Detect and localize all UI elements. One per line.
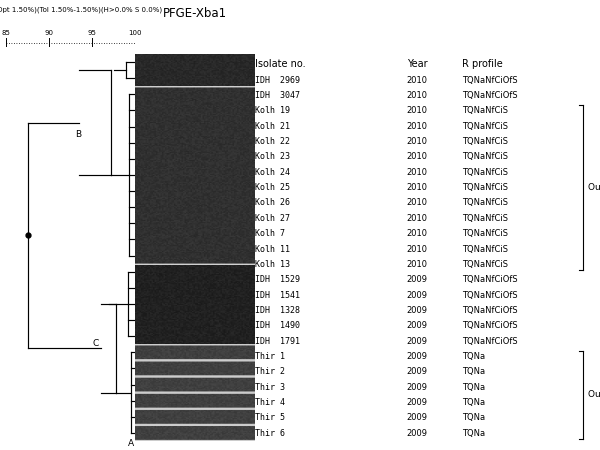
- Text: Kolh 26: Kolh 26: [255, 198, 290, 207]
- Text: Kolh 27: Kolh 27: [255, 214, 290, 223]
- Text: 2010: 2010: [407, 76, 428, 85]
- Text: TQNaNfCiOfS: TQNaNfCiOfS: [462, 291, 518, 300]
- Text: 2010: 2010: [407, 106, 428, 115]
- Text: TQNa: TQNa: [462, 429, 485, 438]
- Text: TQNaNfCiS: TQNaNfCiS: [462, 106, 508, 115]
- Text: 2009: 2009: [407, 414, 428, 423]
- Text: 2010: 2010: [407, 153, 428, 162]
- Text: 2010: 2010: [407, 168, 428, 177]
- Text: TQNaNfCiS: TQNaNfCiS: [462, 244, 508, 253]
- Text: IDH  1328: IDH 1328: [255, 306, 300, 315]
- Text: TQNaNfCiS: TQNaNfCiS: [462, 168, 508, 177]
- Text: TQNaNfCiS: TQNaNfCiS: [462, 183, 508, 192]
- Text: Dice(Opt 1.50%)(Tol 1.50%-1.50%)(H>0.0% S 0.0%): Dice(Opt 1.50%)(Tol 1.50%-1.50%)(H>0.0% …: [0, 7, 162, 13]
- Text: C: C: [92, 339, 99, 348]
- Text: TQNaNfCiS: TQNaNfCiS: [462, 229, 508, 238]
- Text: TQNa: TQNa: [462, 398, 485, 407]
- Text: 90: 90: [44, 30, 53, 36]
- Text: 2009: 2009: [407, 383, 428, 392]
- Text: Thir 5: Thir 5: [255, 414, 285, 423]
- Text: Thir 1: Thir 1: [255, 352, 285, 361]
- Text: 2010: 2010: [407, 229, 428, 238]
- Text: A: A: [128, 439, 134, 448]
- Text: IDH  1541: IDH 1541: [255, 291, 300, 300]
- Text: TQNa: TQNa: [462, 352, 485, 361]
- Text: 2010: 2010: [407, 244, 428, 253]
- Text: IDH  1529: IDH 1529: [255, 275, 300, 284]
- Text: 2009: 2009: [407, 306, 428, 315]
- Text: TQNaNfCiOfS: TQNaNfCiOfS: [462, 91, 518, 100]
- Text: 2009: 2009: [407, 352, 428, 361]
- Text: IDH  1791: IDH 1791: [255, 337, 300, 346]
- Text: Outbreak 1: Outbreak 1: [588, 391, 600, 400]
- Text: Kolh 21: Kolh 21: [255, 122, 290, 130]
- Text: 2009: 2009: [407, 291, 428, 300]
- Text: Thir 6: Thir 6: [255, 429, 285, 438]
- Text: TQNaNfCiOfS: TQNaNfCiOfS: [462, 306, 518, 315]
- Text: TQNaNfCiS: TQNaNfCiS: [462, 260, 508, 269]
- Text: 2010: 2010: [407, 91, 428, 100]
- Text: TQNaNfCiS: TQNaNfCiS: [462, 214, 508, 223]
- Text: 2010: 2010: [407, 260, 428, 269]
- Text: PFGE-Xba1: PFGE-Xba1: [163, 7, 227, 20]
- Text: 2010: 2010: [407, 183, 428, 192]
- Text: 100: 100: [128, 30, 142, 36]
- Text: TQNaNfCiS: TQNaNfCiS: [462, 122, 508, 130]
- Text: Kolh 24: Kolh 24: [255, 168, 290, 177]
- Text: TQNaNfCiS: TQNaNfCiS: [462, 198, 508, 207]
- Text: TQNaNfCiOfS: TQNaNfCiOfS: [462, 337, 518, 346]
- Text: TQNaNfCiS: TQNaNfCiS: [462, 153, 508, 162]
- Text: Thir 3: Thir 3: [255, 383, 285, 392]
- Text: 2009: 2009: [407, 275, 428, 284]
- Text: 2009: 2009: [407, 337, 428, 346]
- Text: Kolh 7: Kolh 7: [255, 229, 285, 238]
- Text: TQNaNfCiOfS: TQNaNfCiOfS: [462, 76, 518, 85]
- Text: 95: 95: [88, 30, 97, 36]
- Text: 2010: 2010: [407, 137, 428, 146]
- Text: B: B: [76, 130, 82, 139]
- Text: Kolh 25: Kolh 25: [255, 183, 290, 192]
- Text: 2010: 2010: [407, 198, 428, 207]
- Text: 2009: 2009: [407, 367, 428, 376]
- Text: 2009: 2009: [407, 398, 428, 407]
- Text: 2010: 2010: [407, 214, 428, 223]
- Text: Kolh 19: Kolh 19: [255, 106, 290, 115]
- Text: 2009: 2009: [407, 321, 428, 330]
- Text: Isolate no.: Isolate no.: [255, 59, 305, 69]
- Text: IDH  1490: IDH 1490: [255, 321, 300, 330]
- Text: TQNaNfCiOfS: TQNaNfCiOfS: [462, 275, 518, 284]
- Text: TQNaNfCiS: TQNaNfCiS: [462, 137, 508, 146]
- Text: 85: 85: [2, 30, 10, 36]
- Text: Kolh 11: Kolh 11: [255, 244, 290, 253]
- Text: IDH  2969: IDH 2969: [255, 76, 300, 85]
- Text: TQNa: TQNa: [462, 383, 485, 392]
- Text: Kolh 22: Kolh 22: [255, 137, 290, 146]
- Text: TQNaNfCiOfS: TQNaNfCiOfS: [462, 321, 518, 330]
- Text: Kolh 13: Kolh 13: [255, 260, 290, 269]
- Text: Thir 2: Thir 2: [255, 367, 285, 376]
- Text: Outbreak 2: Outbreak 2: [588, 183, 600, 192]
- Text: IDH  3047: IDH 3047: [255, 91, 300, 100]
- Text: 2010: 2010: [407, 122, 428, 130]
- Text: TQNa: TQNa: [462, 414, 485, 423]
- Text: Year: Year: [407, 59, 427, 69]
- Text: Thir 4: Thir 4: [255, 398, 285, 407]
- Text: 2009: 2009: [407, 429, 428, 438]
- Text: TQNa: TQNa: [462, 367, 485, 376]
- Text: R profile: R profile: [462, 59, 503, 69]
- Text: Kolh 23: Kolh 23: [255, 153, 290, 162]
